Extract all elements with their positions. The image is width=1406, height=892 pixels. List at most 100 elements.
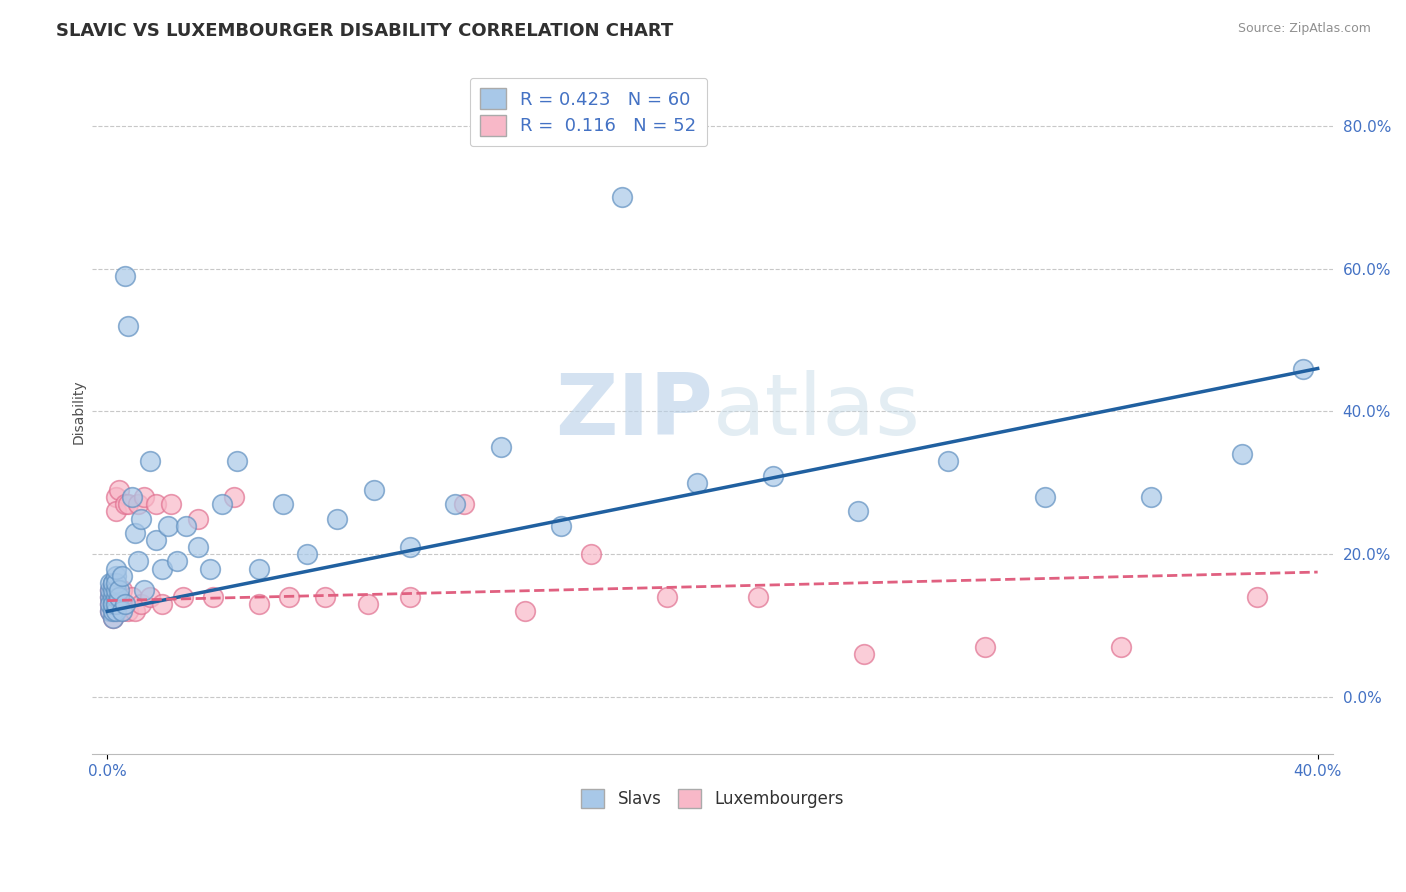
Point (111, 604, 134, 618)
Point (105, 597, 128, 611)
Point (1291, 361, 1313, 376)
Point (145, 533, 167, 547)
Point (1033, 490, 1056, 504)
Point (114, 497, 136, 511)
Point (103, 590, 125, 604)
Text: atlas: atlas (713, 370, 921, 453)
Point (138, 590, 160, 604)
Point (326, 511, 349, 525)
Point (98, 590, 121, 604)
Y-axis label: Disability: Disability (72, 379, 86, 443)
Point (105, 568, 128, 582)
Point (114, 268, 136, 283)
Point (202, 590, 225, 604)
Point (105, 590, 128, 604)
Point (114, 597, 136, 611)
Point (1140, 490, 1163, 504)
Point (489, 440, 512, 454)
Point (172, 590, 194, 604)
Point (103, 611, 125, 625)
Point (103, 590, 125, 604)
Point (121, 590, 143, 604)
Point (129, 511, 152, 525)
Point (399, 540, 422, 554)
Point (105, 604, 128, 618)
Point (105, 597, 128, 611)
Point (111, 597, 134, 611)
Point (132, 582, 155, 597)
Point (111, 568, 134, 582)
Point (655, 590, 678, 604)
Point (581, 547, 603, 561)
Point (117, 604, 139, 618)
Point (150, 597, 173, 611)
Text: Source: ZipAtlas.com: Source: ZipAtlas.com (1237, 22, 1371, 36)
Point (150, 561, 173, 575)
Point (198, 561, 221, 575)
Point (103, 604, 125, 618)
Point (103, 597, 125, 611)
Point (127, 497, 149, 511)
Point (124, 525, 146, 540)
Point (444, 497, 467, 511)
Point (105, 590, 128, 604)
Point (103, 597, 125, 611)
Point (103, 604, 125, 618)
Point (132, 490, 155, 504)
Point (399, 590, 422, 604)
Point (187, 540, 209, 554)
Point (846, 504, 869, 518)
Point (145, 497, 167, 511)
Point (108, 582, 131, 597)
Point (271, 497, 294, 511)
Point (98, 575, 121, 590)
Point (117, 497, 139, 511)
Point (1109, 640, 1132, 654)
Point (103, 582, 125, 597)
Point (103, 597, 125, 611)
Point (105, 582, 128, 597)
Point (187, 511, 209, 525)
Point (127, 554, 149, 568)
Point (98, 590, 121, 604)
Point (98, 597, 121, 611)
Point (226, 454, 249, 468)
Point (356, 597, 378, 611)
Point (98, 597, 121, 611)
Point (108, 590, 131, 604)
Point (550, 518, 572, 533)
Point (747, 590, 769, 604)
Point (103, 597, 125, 611)
Point (277, 590, 299, 604)
Point (105, 504, 128, 518)
Point (852, 647, 875, 661)
Point (129, 597, 152, 611)
Point (686, 475, 709, 490)
Text: ZIP: ZIP (555, 370, 713, 453)
Point (973, 640, 995, 654)
Point (117, 318, 139, 333)
Point (1246, 590, 1268, 604)
Point (108, 483, 131, 497)
Point (138, 454, 160, 468)
Legend: Slavs, Luxembourgers: Slavs, Luxembourgers (574, 782, 851, 814)
Point (453, 497, 475, 511)
Point (111, 582, 134, 597)
Point (224, 490, 246, 504)
Point (103, 611, 125, 625)
Point (103, 582, 125, 597)
Point (513, 604, 536, 618)
Point (103, 575, 125, 590)
Point (98, 582, 121, 597)
Point (762, 468, 785, 483)
Point (247, 561, 270, 575)
Point (108, 590, 131, 604)
Point (156, 518, 179, 533)
Text: SLAVIC VS LUXEMBOURGER DISABILITY CORRELATION CHART: SLAVIC VS LUXEMBOURGER DISABILITY CORREL… (56, 22, 673, 40)
Point (314, 590, 336, 604)
Point (98, 604, 121, 618)
Point (105, 604, 128, 618)
Point (160, 497, 183, 511)
Point (105, 575, 128, 590)
Point (938, 454, 960, 468)
